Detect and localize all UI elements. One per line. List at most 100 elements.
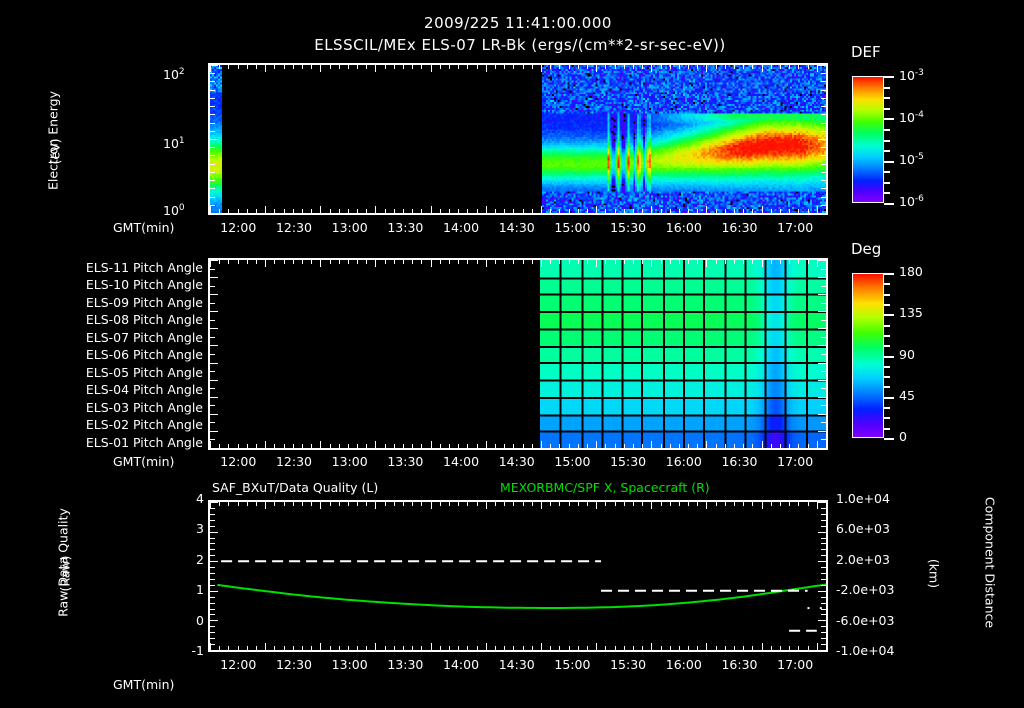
axis-tick [476,646,478,650]
axis-tick [818,139,826,140]
axis-tick [821,302,826,304]
xtick-label: 13:30 [387,657,424,672]
axis-tick [421,502,423,506]
pitch-angle-row-label: ELS-05 Pitch Angle [85,364,203,380]
axis-tick [458,646,460,650]
axis-tick [375,65,377,72]
axis-tick [724,502,726,506]
axis-tick [818,620,826,622]
xtick-label: 12:30 [275,220,312,235]
colorbar-tick [884,438,894,440]
axis-tick [743,502,745,506]
cb1-m0: 10 [899,68,915,84]
axis-tick [596,206,598,213]
axis-tick [467,65,469,69]
axis-tick [531,646,533,650]
axis-tick [449,646,451,650]
panel3-plot-frame[interactable] [208,500,828,652]
axis-tick [743,209,745,213]
panel2-plot-frame[interactable] [208,258,828,450]
pitch-angle-row-label: ELS-02 Pitch Angle [85,417,203,433]
axis-tick [531,502,533,506]
colorbar-tick [884,324,890,327]
axis-tick [798,444,800,448]
axis-tick [403,502,405,506]
axis-tick [770,65,772,69]
axis-tick [780,646,782,650]
panel3-ytick-right: 1.0e+04 [836,491,890,506]
axis-tick [210,354,215,355]
axis-tick [821,73,826,75]
axis-tick [678,444,680,448]
axis-tick [210,122,215,124]
axis-tick [210,311,218,313]
colorbar-tick [884,160,894,163]
axis-tick [632,260,634,264]
data-quality-point [819,607,822,610]
axis-tick [818,213,826,214]
axis-tick [605,646,607,650]
axis-tick [393,260,395,264]
panel3-traces [217,560,826,632]
axis-tick [449,65,451,69]
axis-tick [724,260,726,264]
axis-tick [292,502,294,506]
axis-tick [678,65,680,69]
panel1-colorbar[interactable] [852,76,884,203]
colorbar-tick [884,181,890,184]
axis-tick [559,260,561,264]
axis-tick [559,444,561,448]
colorbar-tick [884,128,890,131]
panel2-xtick-labels: 12:00 12:30 13:00 13:30 14:00 14:30 15:00 15:30… [208,454,828,472]
axis-tick [826,209,827,213]
deg-colorbar-label: 135 [899,305,923,321]
axis-tick [605,502,607,506]
axis-tick [577,209,579,213]
axis-tick [458,502,460,506]
axis-tick [632,502,634,506]
axis-tick [752,260,754,264]
axis-tick [403,209,405,213]
colorbar-tick [884,171,890,174]
axis-tick [439,444,441,448]
axis-tick [816,643,818,650]
axis-tick [623,65,625,69]
axis-tick [816,206,818,213]
axis-tick [228,444,230,448]
axis-tick [789,65,791,69]
colorbar-tick [884,314,894,317]
panel1-ytick-1: 101 [163,136,185,151]
axis-tick [366,646,368,650]
axis-tick [366,502,368,506]
colorbar-tick [884,365,890,368]
panel1-plot-frame[interactable] [208,63,828,215]
xtick-label: 15:30 [610,454,647,469]
axis-tick [292,646,294,650]
axis-tick [818,379,826,381]
panel3-ytick-right: -6.0e+03 [836,612,895,628]
axis-tick [210,81,215,83]
xtick-label: 16:30 [721,454,758,469]
axis-tick [807,502,809,506]
axis-tick [807,646,809,650]
axis-tick [651,441,653,448]
axis-tick [265,643,267,650]
axis-tick [770,502,772,506]
deg-colorbar-label: 0 [899,429,907,444]
axis-tick [660,65,662,69]
axis-tick [210,439,215,441]
axis-tick [485,206,487,213]
axis-tick [366,209,368,213]
xtick-label: 14:30 [498,220,535,235]
axis-tick [821,608,826,610]
axis-tick [485,441,487,448]
axis-tick [798,260,800,264]
panel2-colorbar[interactable] [852,273,884,438]
xtick-label: 13:00 [331,657,368,672]
axis-tick [210,638,215,640]
axis-tick [821,543,826,545]
axis-tick [246,209,248,213]
axis-tick [734,646,736,650]
axis-tick [495,646,496,650]
axis-tick [678,502,680,506]
